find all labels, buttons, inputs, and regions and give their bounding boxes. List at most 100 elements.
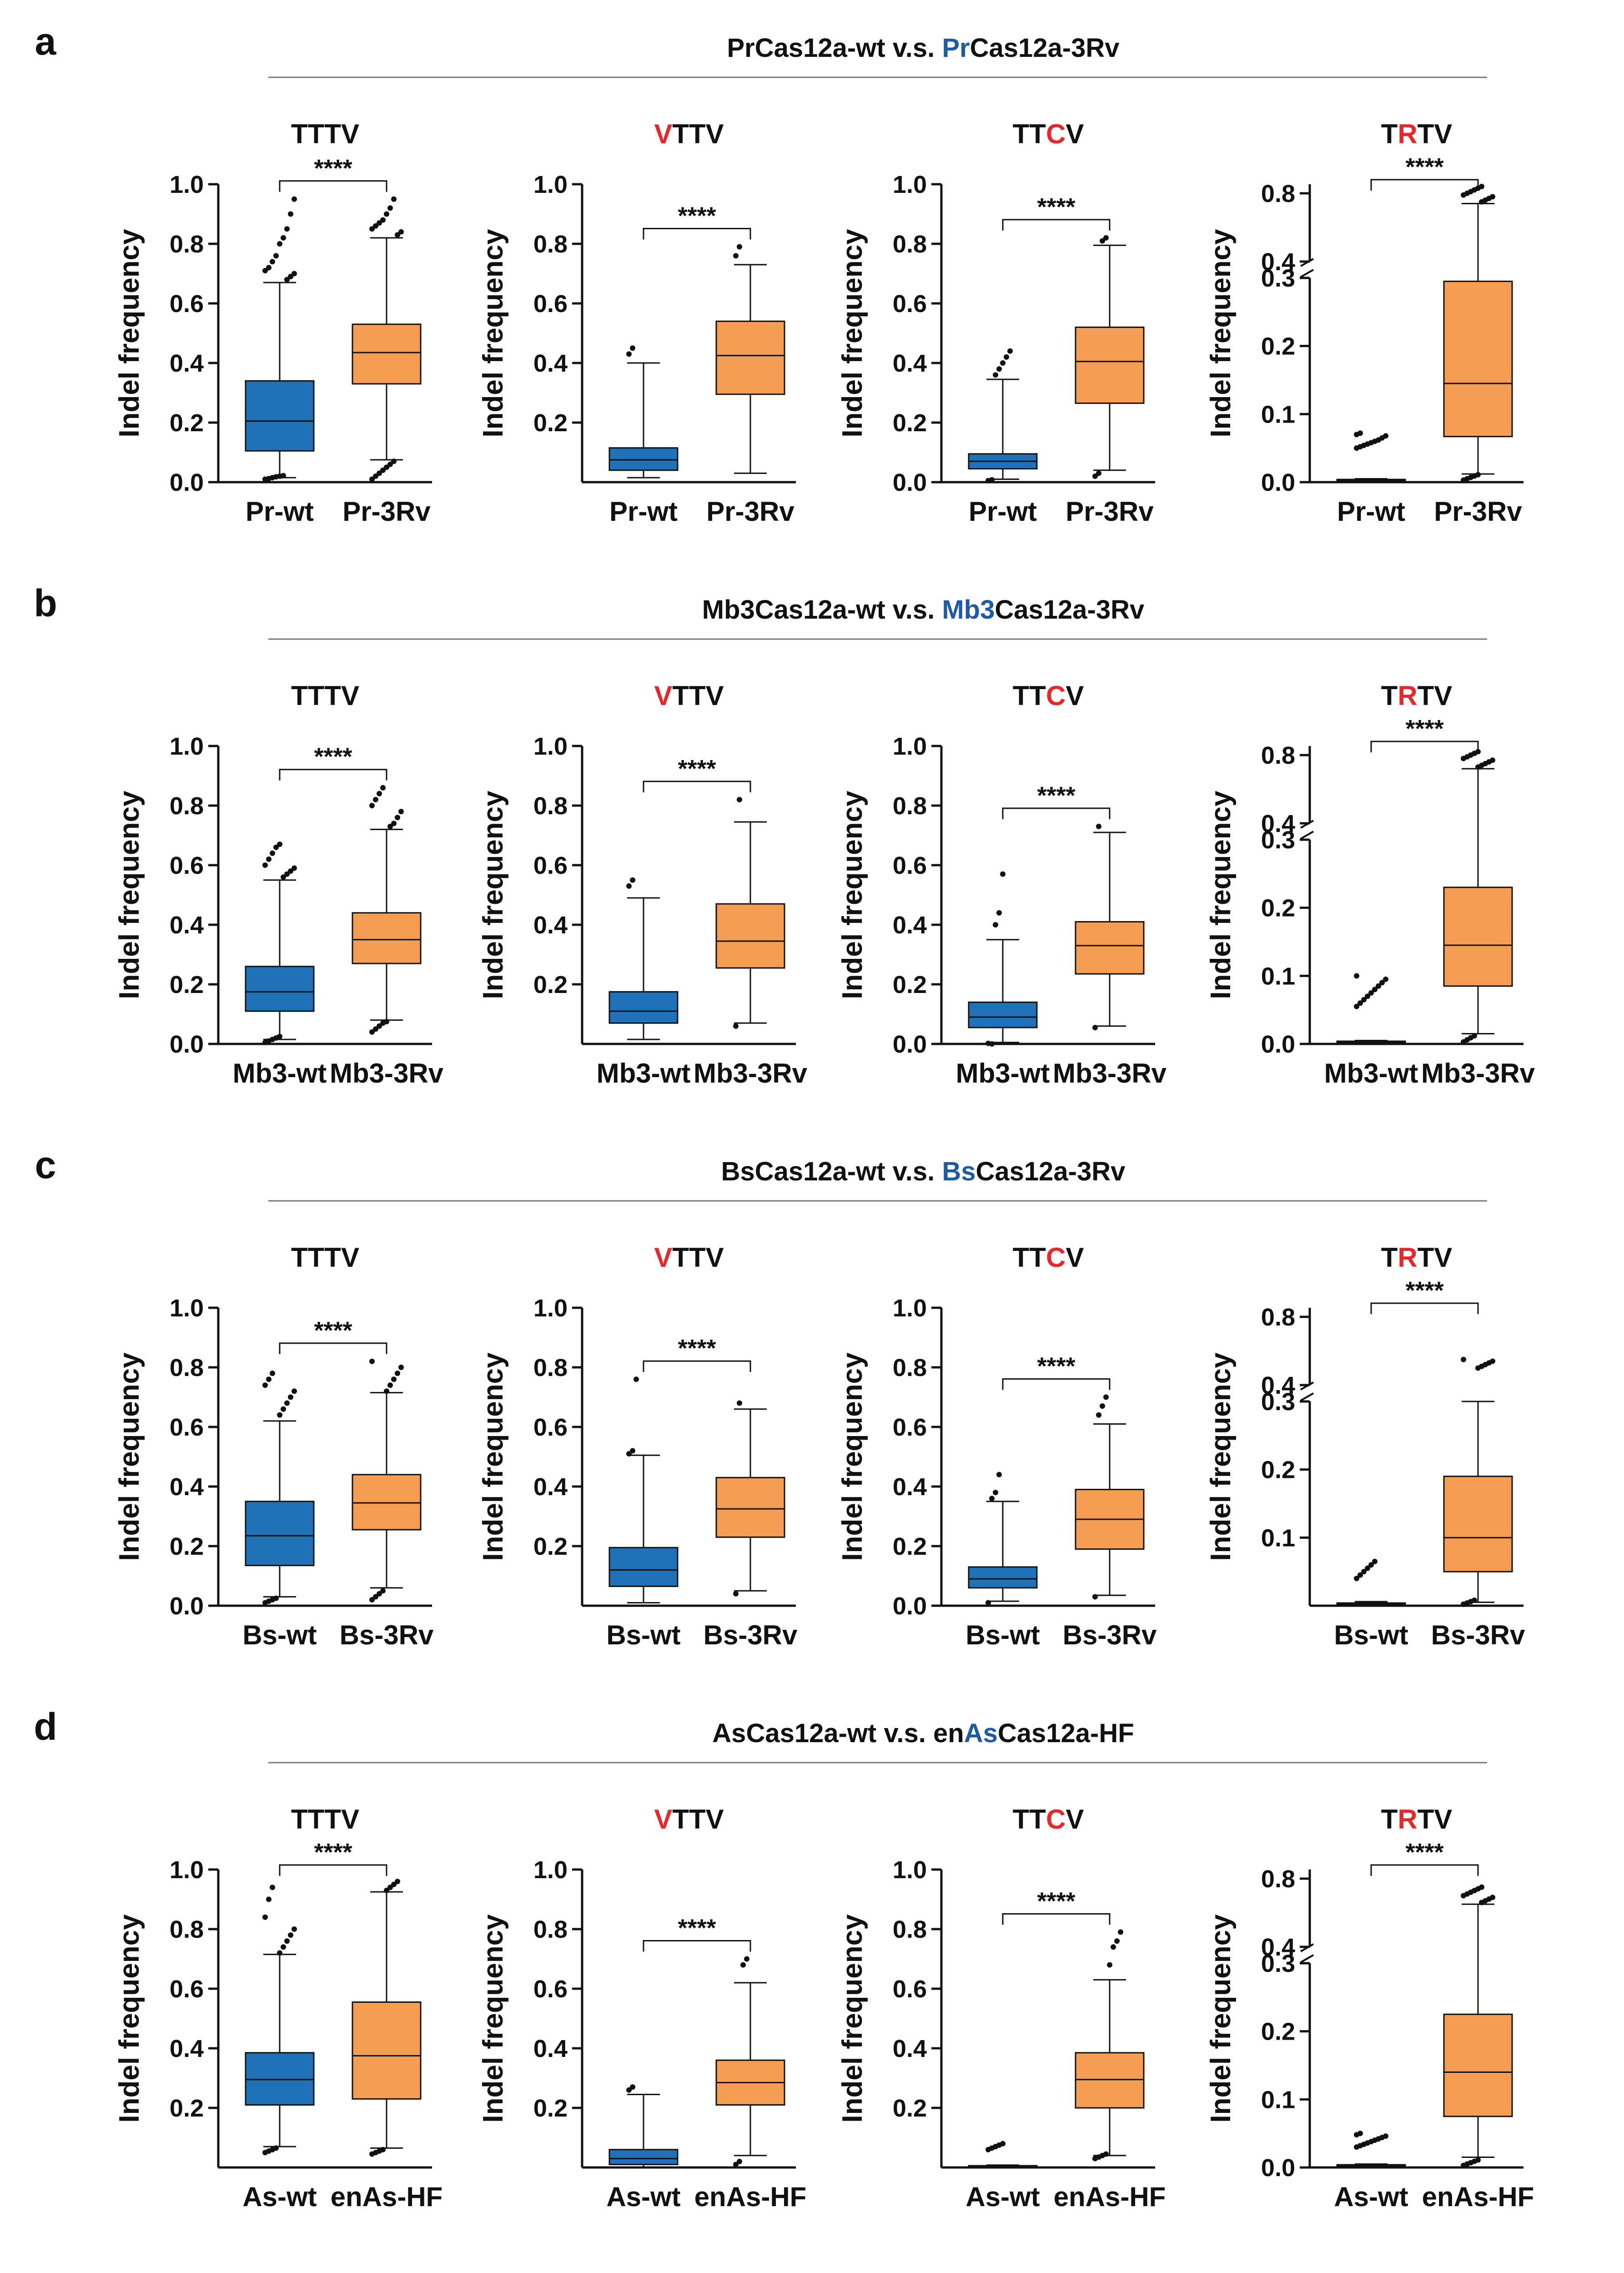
pam-title-part-2: V bbox=[1066, 680, 1084, 711]
outlier-point bbox=[380, 785, 386, 791]
outlier-point bbox=[284, 1938, 290, 1944]
outlier-point bbox=[377, 791, 382, 796]
significance-bracket bbox=[279, 1342, 387, 1354]
subplot-b-trtv: TRTV 0.0 0.1 0.2 0.30.4 0.8 Indel frequency Mb3… bbox=[1205, 680, 1535, 1089]
outlier-point bbox=[387, 1382, 393, 1388]
outlier-point bbox=[733, 2162, 739, 2167]
significance-bracket bbox=[279, 1864, 387, 1876]
y-tick-label: 0.4 bbox=[893, 350, 927, 377]
box-iqr bbox=[1443, 1476, 1513, 1572]
panel-title-b: Mb3Cas12a-wt v.s. Mb3Cas12a-3Rv bbox=[702, 595, 1144, 625]
outlier-point bbox=[1092, 1594, 1098, 1600]
outlier-point bbox=[1490, 1358, 1495, 1364]
x-tick-label: Bs-3Rv bbox=[1431, 1620, 1525, 1650]
y-tick-label: 0.6 bbox=[893, 1414, 927, 1441]
significance-bracket bbox=[1370, 1302, 1479, 1314]
y-tick-label: 0.8 bbox=[170, 1354, 204, 1381]
box-bs-3rv: Bs-3Rv bbox=[704, 1400, 798, 1650]
outlier-point bbox=[277, 1950, 282, 1956]
pam-title-part-2: TV bbox=[1418, 1242, 1453, 1273]
y-tick-label: 0.2 bbox=[1261, 895, 1295, 922]
x-tick-label: Pr-wt bbox=[1337, 496, 1405, 527]
x-tick-label: Bs-3Rv bbox=[340, 1620, 434, 1650]
significance-label: **** bbox=[314, 1839, 352, 1866]
significance-bracket bbox=[1370, 179, 1479, 191]
panel-c: c BsCas12a-wt v.s. BsCas12a-3RvTTTV0.00.2… bbox=[35, 1144, 1525, 1650]
y-tick-label: 0.2 bbox=[533, 409, 568, 437]
y-axis-label: Indel frequency bbox=[1205, 229, 1237, 438]
outlier-point bbox=[1103, 1394, 1109, 1400]
pam-title: TRTV bbox=[1381, 119, 1453, 149]
pam-title-part-0: T bbox=[1381, 1242, 1398, 1273]
pam-title-part-2: V bbox=[1066, 119, 1084, 149]
outlier-point bbox=[630, 345, 635, 351]
outlier-point bbox=[1490, 757, 1495, 763]
outlier-point bbox=[733, 1023, 739, 1029]
box-iqr bbox=[245, 2052, 315, 2106]
y-tick-label: 1.0 bbox=[170, 171, 204, 198]
outlier-point bbox=[1358, 1572, 1363, 1578]
outlier-point bbox=[993, 372, 998, 378]
outlier-point bbox=[384, 1388, 389, 1394]
y-axis-label: Indel frequency bbox=[837, 791, 868, 999]
y-tick-label: 0.0 bbox=[893, 1031, 927, 1058]
panel-title-a-part-2: Cas12a-3Rv bbox=[970, 33, 1120, 63]
outlier-point bbox=[1376, 983, 1381, 989]
outlier-point bbox=[1096, 1412, 1101, 1418]
outlier-point bbox=[391, 459, 397, 464]
outlier-point bbox=[740, 1962, 746, 1968]
subplot-b-ttcv: TTCV 0.0 0.2 0.4 0.6 0.8 1.0 Indel frequency Mb3… bbox=[837, 680, 1167, 1089]
panel-title-d-part-1: As bbox=[964, 1719, 998, 1748]
outlier-point bbox=[377, 470, 382, 476]
y-tick-label: 0.2 bbox=[893, 409, 927, 437]
pam-title: TTCV bbox=[1013, 680, 1084, 711]
significance-bracket bbox=[279, 180, 387, 192]
outlier-point bbox=[1103, 2151, 1109, 2157]
outlier-point bbox=[270, 850, 275, 856]
y-tick-label: 1.0 bbox=[893, 1856, 927, 1884]
y-axis-label: Indel frequency bbox=[478, 791, 509, 999]
box-as-wt: As-wt bbox=[965, 2141, 1040, 2212]
box-mb3-wt: Mb3-wt bbox=[597, 877, 690, 1089]
significance-bracket bbox=[279, 769, 387, 781]
y-axis-label: Indel frequency bbox=[1205, 791, 1237, 999]
y-tick-label: 0.2 bbox=[893, 2095, 927, 2122]
significance-label: **** bbox=[1405, 715, 1443, 742]
box-bs-wt: Bs-wt bbox=[606, 1376, 681, 1650]
pam-title: TTTV bbox=[291, 119, 359, 149]
outlier-point bbox=[391, 821, 397, 827]
y-tick-label: 0.0 bbox=[170, 1593, 204, 1620]
box-bs-3rv: Bs-3Rv bbox=[1431, 1356, 1525, 1650]
subplot-a-vttv: VTTV 0.2 0.4 0.6 0.8 1.0 Indel frequency Pr-wt P… bbox=[478, 119, 796, 527]
outlier-point bbox=[1368, 1562, 1374, 1568]
outlier-point bbox=[281, 235, 286, 241]
outlier-point bbox=[1358, 430, 1363, 436]
panel-title-c: BsCas12a-wt v.s. BsCas12a-3Rv bbox=[721, 1157, 1126, 1186]
outlier-point bbox=[1383, 976, 1388, 982]
box-enas-hf: enAs-HF bbox=[1422, 1884, 1534, 2212]
panel-d: d AsCas12a-wt v.s. enAsCas12a-HFTTTV0.20.… bbox=[34, 1705, 1534, 2212]
outlier-point bbox=[996, 366, 1002, 372]
box-bs-wt: Bs-wt bbox=[242, 1371, 317, 1650]
outlier-point bbox=[377, 1023, 382, 1029]
y-tick-label: 1.0 bbox=[893, 171, 927, 198]
pam-title-part-1: R bbox=[1398, 119, 1417, 149]
outlier-point bbox=[292, 271, 297, 277]
outlier-point bbox=[292, 196, 297, 202]
box-iqr bbox=[715, 320, 785, 395]
y-tick-label: 0.0 bbox=[170, 1031, 204, 1058]
significance-label: **** bbox=[314, 155, 352, 182]
outlier-point bbox=[1490, 194, 1495, 200]
box-iqr bbox=[968, 1566, 1038, 1589]
box-iqr bbox=[608, 2149, 679, 2165]
y-tick-label: 0.8 bbox=[1261, 1865, 1295, 1893]
outlier-point bbox=[1479, 1884, 1484, 1890]
pam-title-part-1: R bbox=[1398, 1804, 1417, 1835]
pam-title-part-1: TTV bbox=[672, 680, 724, 711]
outlier-point bbox=[1383, 433, 1388, 439]
panel-letter-c: c bbox=[35, 1144, 56, 1186]
y-tick-label: 0.6 bbox=[533, 1414, 568, 1441]
pam-title-part-0: TTTV bbox=[291, 119, 359, 149]
pam-title-part-0: V bbox=[654, 1242, 672, 1273]
y-tick-label: 0.6 bbox=[893, 852, 927, 879]
